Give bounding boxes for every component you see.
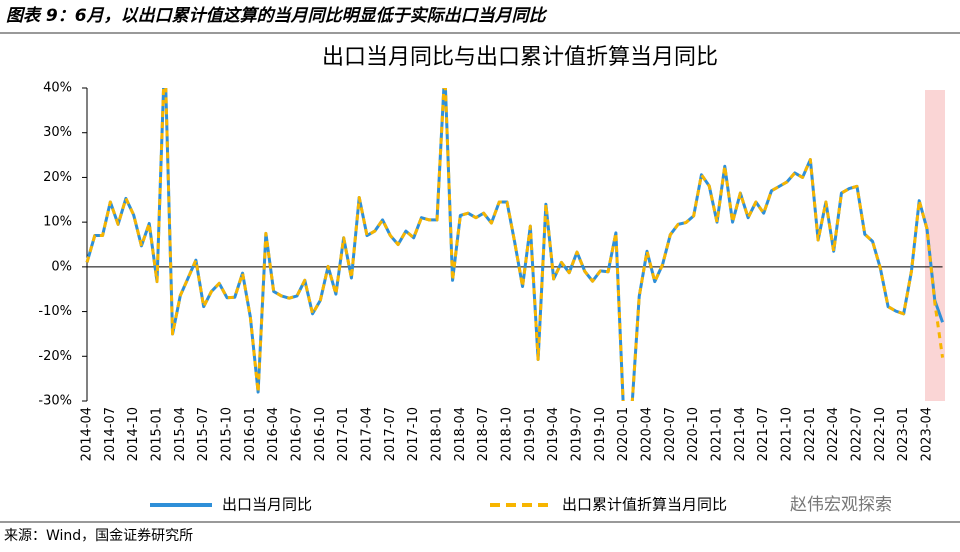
y-tick-label: -10% [38,304,72,319]
highlight-band [925,90,945,401]
x-tick-label: 2021-01 [710,407,725,461]
y-tick-label: 10% [43,215,72,230]
x-tick-label: 2020-04 [640,407,655,461]
x-tick-label: 2020-10 [686,407,701,461]
x-tick-label: 2015-04 [173,407,188,461]
x-tick-label: 2018-10 [500,407,515,461]
watermark: 赵伟宏观探索 [790,495,892,515]
x-tick-label: 2017-10 [406,407,421,461]
series-line [85,88,945,401]
x-tick-label: 2018-07 [476,407,491,461]
x-tick-label: 2020-07 [663,407,678,461]
legend-label: 出口当月同比 [222,496,312,514]
x-tick-label: 2019-01 [523,407,538,461]
x-tick-label: 2014-04 [80,407,95,461]
x-tick-label: 2023-04 [920,407,935,461]
x-tick-label: 2021-10 [780,407,795,461]
x-tick-label: 2017-04 [360,407,375,461]
x-tick-label: 2014-07 [103,407,118,461]
x-tick-label: 2020-01 [616,407,631,461]
y-tick-label: 40% [43,81,72,96]
x-tick-label: 2015-07 [196,407,211,461]
x-tick-label: 2016-01 [243,407,258,461]
x-tick-label: 2019-10 [593,407,608,461]
x-tick-label: 2017-07 [383,407,398,461]
x-tick-label: 2018-01 [430,407,445,461]
x-tick-label: 2021-04 [733,407,748,461]
x-tick-label: 2023-01 [896,407,911,461]
series-line [85,88,944,401]
y-tick-label: -20% [38,349,72,364]
chart-title: 出口当月同比与出口累计值折算当月同比 [322,45,718,70]
header: 图表 9：6月，以出口累计值这算的当月同比明显低于实际出口当月同比 [6,6,548,26]
x-tick-label: 2022-10 [873,407,888,461]
x-tick-label: 2022-04 [826,407,841,461]
x-tick-label: 2022-07 [850,407,865,461]
x-tick-label: 2016-10 [313,407,328,461]
y-tick-label: 20% [43,170,72,185]
x-tick-label: 2019-04 [546,407,561,461]
y-tick-label: -30% [38,394,72,409]
x-tick-label: 2019-07 [570,407,585,461]
x-tick-label: 2016-07 [290,407,305,461]
y-tick-label: 0% [51,259,72,274]
x-tick-label: 2022-01 [803,407,818,461]
y-tick-label: 30% [43,125,72,140]
x-tick-label: 2015-10 [220,407,235,461]
x-tick-label: 2016-04 [266,407,281,461]
legend-label: 出口累计值折算当月同比 [562,496,727,514]
x-tick-label: 2018-04 [453,407,468,461]
x-tick-label: 2014-10 [126,407,141,461]
x-tick-label: 2017-01 [336,407,351,461]
x-tick-label: 2021-07 [756,407,771,461]
x-tick-label: 2015-01 [150,407,165,461]
source: 来源：Wind，国金证券研究所 [4,528,193,544]
